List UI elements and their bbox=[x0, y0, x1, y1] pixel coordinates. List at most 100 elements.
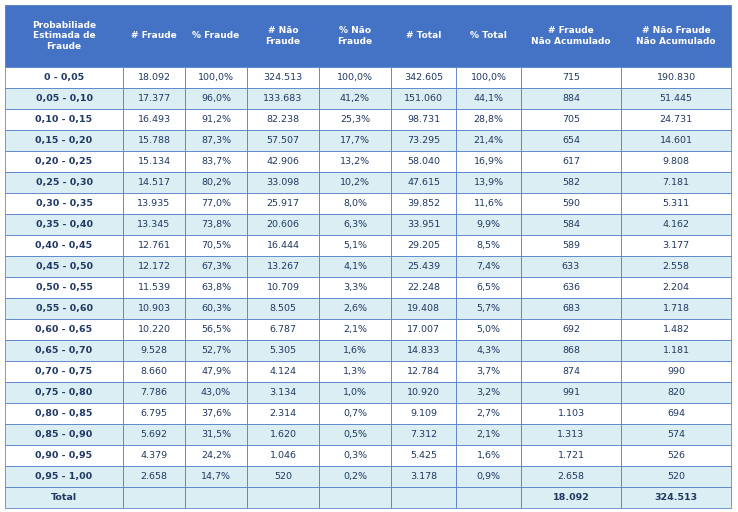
Text: 0,5%: 0,5% bbox=[343, 430, 367, 439]
Bar bbox=[185, 403, 247, 424]
Bar bbox=[185, 361, 247, 382]
Bar bbox=[123, 109, 185, 130]
Text: 0,05 - 0,10: 0,05 - 0,10 bbox=[35, 94, 92, 103]
Bar bbox=[456, 193, 521, 214]
Text: 3.177: 3.177 bbox=[663, 241, 689, 250]
Text: 3,7%: 3,7% bbox=[477, 367, 500, 376]
Bar bbox=[247, 235, 319, 256]
Text: % Total: % Total bbox=[470, 32, 507, 40]
Text: 25.439: 25.439 bbox=[407, 262, 440, 271]
Text: 3.134: 3.134 bbox=[269, 388, 297, 397]
Text: 0,60 - 0,65: 0,60 - 0,65 bbox=[35, 325, 92, 334]
Text: 4,3%: 4,3% bbox=[477, 346, 500, 355]
Bar bbox=[521, 256, 621, 277]
Text: 10,2%: 10,2% bbox=[340, 178, 370, 187]
Text: 14.517: 14.517 bbox=[137, 178, 170, 187]
Text: 8.505: 8.505 bbox=[269, 304, 297, 313]
Bar bbox=[319, 130, 391, 151]
Bar bbox=[185, 340, 247, 361]
Text: 1.620: 1.620 bbox=[269, 430, 297, 439]
Text: 874: 874 bbox=[562, 367, 580, 376]
Text: 715: 715 bbox=[562, 73, 580, 82]
Bar bbox=[185, 214, 247, 235]
Text: 60,3%: 60,3% bbox=[201, 304, 231, 313]
Bar bbox=[247, 340, 319, 361]
Text: 0,70 - 0,75: 0,70 - 0,75 bbox=[35, 367, 92, 376]
Bar bbox=[391, 466, 456, 487]
Bar bbox=[521, 298, 621, 319]
Text: 2.204: 2.204 bbox=[663, 283, 689, 292]
Text: 324.513: 324.513 bbox=[655, 493, 697, 502]
Bar bbox=[521, 5, 621, 67]
Text: 589: 589 bbox=[562, 241, 580, 250]
Text: 33.951: 33.951 bbox=[407, 220, 440, 229]
Text: 5.692: 5.692 bbox=[140, 430, 168, 439]
Text: 526: 526 bbox=[667, 451, 685, 460]
Text: 0 - 0,05: 0 - 0,05 bbox=[44, 73, 84, 82]
Text: 2,1%: 2,1% bbox=[343, 325, 367, 334]
Text: 617: 617 bbox=[562, 157, 580, 166]
Text: 17.007: 17.007 bbox=[407, 325, 440, 334]
Text: 2,7%: 2,7% bbox=[477, 409, 500, 418]
Bar bbox=[123, 361, 185, 382]
Text: 4.162: 4.162 bbox=[663, 220, 689, 229]
Bar bbox=[456, 382, 521, 403]
Bar bbox=[185, 487, 247, 508]
Text: 73.295: 73.295 bbox=[407, 136, 440, 145]
Bar bbox=[319, 109, 391, 130]
Bar bbox=[521, 88, 621, 109]
Text: 0,45 - 0,50: 0,45 - 0,50 bbox=[35, 262, 92, 271]
Bar bbox=[247, 109, 319, 130]
Bar bbox=[247, 487, 319, 508]
Bar bbox=[391, 130, 456, 151]
Text: 98.731: 98.731 bbox=[407, 115, 440, 124]
Bar bbox=[391, 235, 456, 256]
Text: 7.181: 7.181 bbox=[663, 178, 689, 187]
Text: 590: 590 bbox=[562, 199, 580, 208]
Text: 12.172: 12.172 bbox=[137, 262, 170, 271]
Text: 18.092: 18.092 bbox=[553, 493, 590, 502]
Text: 1,6%: 1,6% bbox=[343, 346, 367, 355]
Bar bbox=[319, 5, 391, 67]
Text: 10.709: 10.709 bbox=[266, 283, 300, 292]
Bar bbox=[5, 130, 123, 151]
Bar bbox=[123, 277, 185, 298]
Text: 991: 991 bbox=[562, 388, 580, 397]
Bar bbox=[319, 403, 391, 424]
Text: 24.731: 24.731 bbox=[660, 115, 692, 124]
Text: 2.558: 2.558 bbox=[663, 262, 689, 271]
Bar bbox=[391, 172, 456, 193]
Text: 5.311: 5.311 bbox=[663, 199, 689, 208]
Text: 44,1%: 44,1% bbox=[474, 94, 503, 103]
Text: 100,0%: 100,0% bbox=[337, 73, 373, 82]
Text: 190.830: 190.830 bbox=[656, 73, 695, 82]
Text: 692: 692 bbox=[562, 325, 580, 334]
Bar bbox=[621, 67, 731, 88]
Bar bbox=[521, 277, 621, 298]
Text: 3.178: 3.178 bbox=[410, 472, 437, 481]
Bar bbox=[391, 487, 456, 508]
Bar bbox=[391, 403, 456, 424]
Bar bbox=[5, 319, 123, 340]
Text: 0,65 - 0,70: 0,65 - 0,70 bbox=[35, 346, 92, 355]
Bar bbox=[621, 130, 731, 151]
Text: 2.658: 2.658 bbox=[557, 472, 584, 481]
Text: 1.718: 1.718 bbox=[663, 304, 689, 313]
Text: 151.060: 151.060 bbox=[404, 94, 443, 103]
Bar bbox=[5, 109, 123, 130]
Bar bbox=[621, 88, 731, 109]
Bar bbox=[247, 445, 319, 466]
Bar bbox=[123, 130, 185, 151]
Text: 9.528: 9.528 bbox=[140, 346, 168, 355]
Text: 8,5%: 8,5% bbox=[477, 241, 500, 250]
Bar bbox=[319, 382, 391, 403]
Bar bbox=[319, 298, 391, 319]
Text: % Fraude: % Fraude bbox=[193, 32, 240, 40]
Text: 1.103: 1.103 bbox=[557, 409, 584, 418]
Text: 17.377: 17.377 bbox=[137, 94, 170, 103]
Bar bbox=[391, 382, 456, 403]
Text: 31,5%: 31,5% bbox=[201, 430, 231, 439]
Bar bbox=[123, 466, 185, 487]
Bar bbox=[621, 235, 731, 256]
Text: 0,2%: 0,2% bbox=[343, 472, 367, 481]
